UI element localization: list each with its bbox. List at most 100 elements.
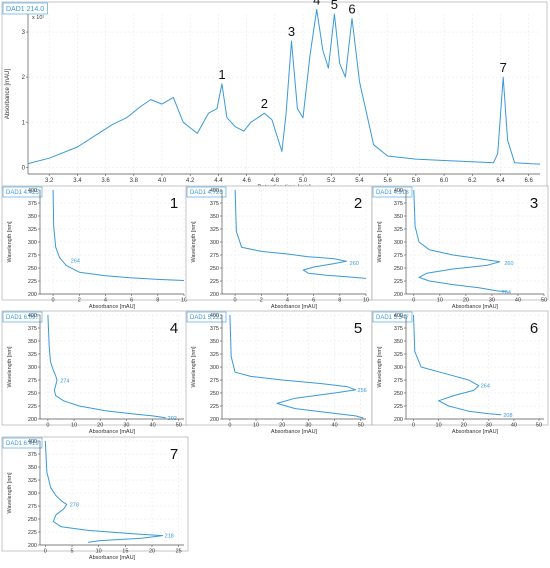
y-tick-label: 350	[394, 214, 403, 220]
peak-number-label: 7	[500, 60, 507, 75]
y-tick-label: 0	[22, 165, 26, 171]
peak-wavelength-label: 256	[358, 388, 367, 394]
y-tick-label: 200	[28, 292, 37, 298]
series-line	[47, 314, 166, 419]
y-tick-label: 275	[28, 378, 37, 384]
x-axis-label: Absorbance [mAU]	[271, 304, 318, 310]
x-tick-label: 0	[228, 423, 231, 429]
x-tick-label: 40	[150, 423, 156, 429]
y-tick-label: 225	[210, 404, 219, 410]
y-tick-label: 325	[28, 478, 37, 484]
title-box	[2, 2, 48, 15]
x-tick-label: 15	[122, 549, 128, 555]
panel-number: 4	[170, 320, 178, 337]
panel-number: 1	[170, 195, 178, 212]
x-tick-label: 6.0	[440, 178, 449, 184]
peak-number-label: 4	[313, 0, 320, 7]
y-tick-label: 1	[22, 120, 26, 126]
y-tick-label: 400	[28, 439, 37, 445]
y-tick-label: 225	[394, 279, 403, 285]
y-tick-label: 325	[28, 227, 37, 233]
spectrum-panel-2: DAD1 4.726 0 2 4 6 8 10 200 225 250 275 300 325 350 37…	[185, 185, 373, 310]
chart-title: DAD1 6.419	[6, 441, 39, 447]
y-tick-label: 300	[394, 365, 403, 371]
peak-wavelength-label: 202	[168, 416, 177, 422]
series-line	[413, 189, 508, 293]
x-tick-label: 6.2	[468, 178, 477, 184]
x-axis-label: Absorbance [mAU]	[271, 429, 318, 435]
title-box	[2, 186, 43, 198]
peak-number-label: 1	[218, 67, 225, 82]
y-tick-label: 300	[28, 365, 37, 371]
x-tick-label: 8	[338, 298, 341, 304]
y-axis-label: Wavelength [nm]	[7, 346, 13, 388]
x-tick-label: 20	[97, 423, 103, 429]
x-tick-label: 5.2	[327, 178, 336, 184]
y-tick-label: 400	[394, 188, 403, 194]
spectrum-panel-6: DAD1 5.347 0 10 20 30 40 50 200 225 250 275 300 325 3…	[371, 310, 549, 435]
y-tick-label: 275	[210, 378, 219, 384]
y-axis-label: Wavelength [nm]	[377, 346, 383, 388]
x-tick-label: 2	[78, 298, 81, 304]
y-tick-label: 250	[210, 266, 219, 272]
x-tick-label: 4.2	[186, 178, 195, 184]
y-tick-label: 400	[28, 313, 37, 319]
spectrum-panel-4: DAD1 6.097 0 10 20 30 40 50 200 225 250 275 300 325 3…	[1, 310, 189, 435]
panel-number: 5	[354, 320, 362, 337]
x-tick-label: 30	[305, 423, 311, 429]
series-line	[52, 189, 185, 281]
peak-number-label: 5	[331, 0, 338, 12]
y-axis-label: Wavelength [nm]	[7, 472, 13, 514]
y-tick-label: 225	[394, 404, 403, 410]
x-tick-label: 10	[436, 423, 442, 429]
y-tick-label: 375	[28, 326, 37, 332]
y-tick-label: 400	[210, 313, 219, 319]
y-tick-label: 200	[394, 292, 403, 298]
x-tick-label: 5.4	[355, 178, 364, 184]
title-box	[372, 186, 413, 198]
y-tick-label: 200	[210, 417, 219, 423]
x-axis-label: Absorbance [mAU]	[89, 555, 136, 561]
peak-wavelength-label: 260	[504, 261, 513, 267]
x-tick-label: 0	[234, 298, 237, 304]
y-tick-label: 275	[394, 378, 403, 384]
y-tick-label: 200	[28, 417, 37, 423]
y-tick-label: 300	[210, 365, 219, 371]
x-tick-label: 40	[515, 298, 521, 304]
spectrum-panel-5: DAD1 5.222 0 10 20 30 40 50 200 225 250 275 300 325 3…	[185, 310, 373, 435]
x-tick-label: 0	[412, 298, 415, 304]
y-tick-label: 350	[28, 465, 37, 471]
x-tick-label: 6	[130, 298, 133, 304]
spectrum-panel-1: DAD1 4.425 0 2 4 6 8 10 200 225 250 275 300 325 350 37…	[1, 185, 189, 310]
x-tick-label: 10	[71, 423, 77, 429]
y-tick-label: 200	[394, 417, 403, 423]
x-tick-label: 5.0	[299, 178, 308, 184]
y-tick-label: 250	[210, 391, 219, 397]
peak-wavelength-label: 204	[502, 290, 511, 296]
y-tick-label: 400	[210, 188, 219, 194]
peak-wavelength-label: 274	[60, 379, 69, 385]
peak-wavelength-label: 208	[503, 413, 512, 419]
peak-wavelength-label: 218	[165, 534, 174, 540]
y-tick-label: 375	[28, 452, 37, 458]
x-tick-label: 5.6	[383, 178, 392, 184]
x-axis-label: Absorbance [mAU]	[452, 429, 499, 435]
peak-number-label: 2	[261, 96, 268, 111]
x-tick-label: 6.4	[496, 178, 505, 184]
chart-title: DAD1 6.097	[6, 315, 39, 321]
chromatogram-panel: DAD1 214.0 3.2 3.4 3.6 3.8 4.0 4.2 4.4 4.6 4.8 5.0…	[1, 0, 548, 191]
y-tick-label: 350	[210, 339, 219, 345]
y-tick-label: 225	[28, 404, 37, 410]
y-tick-label: 350	[28, 214, 37, 220]
chart-title: DAD1 214.0	[6, 6, 44, 13]
x-tick-label: 10	[96, 549, 102, 555]
title-box	[372, 311, 413, 323]
peak-wavelength-label: 260	[350, 261, 359, 267]
x-tick-label: 4.6	[242, 178, 251, 184]
y-tick-label: 300	[210, 240, 219, 246]
y-axis-label: Wavelength [nm]	[377, 221, 383, 263]
chart-title: DAD1 4.726	[190, 190, 223, 196]
y-tick-label: 250	[394, 266, 403, 272]
panel-number: 3	[530, 195, 538, 212]
y-tick-label: 275	[28, 504, 37, 510]
